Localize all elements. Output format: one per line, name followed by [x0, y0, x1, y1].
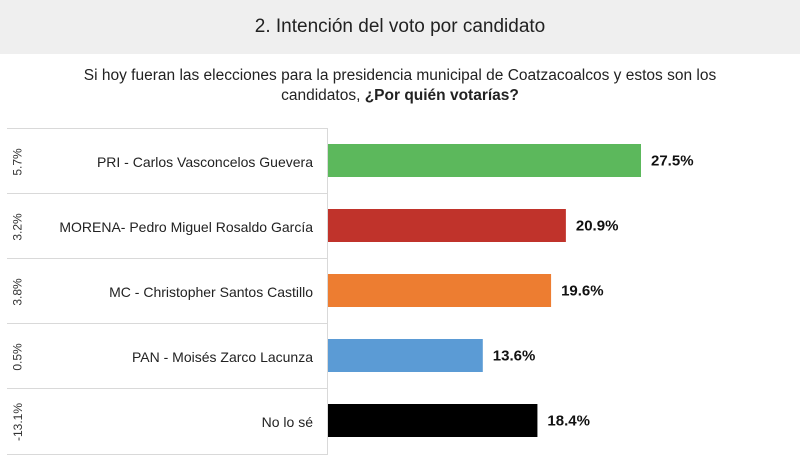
table-row: 5.7% PRI - Carlos Vasconcelos Guevera	[7, 128, 328, 194]
bar	[328, 209, 566, 242]
table-row: 0.5% PAN - Moisés Zarco Lacunza	[7, 323, 328, 389]
bar-value-label: 18.4%	[547, 413, 590, 430]
bar-value-label: 19.6%	[561, 283, 604, 300]
table-row: -13.1% No lo sé	[7, 388, 328, 455]
candidate-label: MORENA- Pedro Miguel Rosaldo García	[59, 218, 313, 235]
bar	[328, 274, 552, 307]
candidate-label: PRI - Carlos Vasconcelos Guevera	[96, 153, 313, 170]
table-row: 3.2% MORENA- Pedro Miguel Rosaldo García	[7, 193, 328, 259]
bar	[328, 339, 483, 372]
bar	[328, 404, 538, 437]
page-title: 2. Intención del voto por candidato	[254, 16, 546, 37]
bar	[328, 144, 641, 177]
bar-value-label: 20.9%	[576, 218, 619, 235]
question-body: Si hoy fueran las elecciones para la pre…	[83, 67, 717, 104]
header-bar: 2. Intención del voto por candidato	[0, 0, 800, 54]
question-text: Si hoy fueran las elecciones para la pre…	[60, 66, 740, 106]
candidate-label: No lo sé	[261, 413, 313, 430]
bar-value-label: 13.6%	[493, 348, 536, 365]
question-bold: ¿Por quién votarías?	[364, 87, 519, 104]
table-row: 3.8% MC - Christopher Santos Castillo	[7, 258, 328, 324]
bar-value-label: 27.5%	[651, 153, 694, 170]
candidate-label: MC - Christopher Santos Castillo	[109, 283, 313, 300]
candidate-label: PAN - Moisés Zarco Lacunza	[131, 348, 313, 365]
